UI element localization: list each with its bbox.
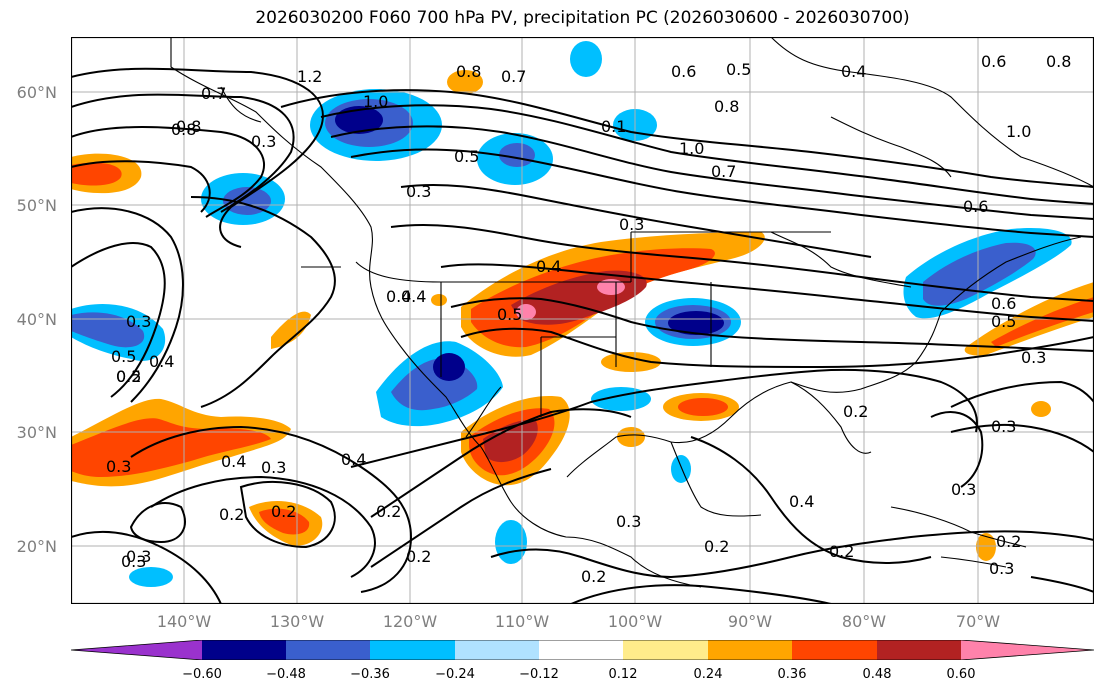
- contour-label: 0.6: [671, 62, 696, 81]
- contour-label: 0.2: [996, 532, 1021, 551]
- contour-label: 0.2: [376, 502, 401, 521]
- map-panel: 1.2 1.0 0.8 0.7 0.5 0.4 0.3 0.6 0.2 0.1 …: [71, 37, 1094, 604]
- contour-label: 0.4: [401, 287, 426, 306]
- lon-label-110w: 110°W: [494, 612, 550, 631]
- contour-label: 0.2: [581, 567, 606, 586]
- contour-label: 0.2: [704, 537, 729, 556]
- contour-label: 0.3: [251, 132, 276, 151]
- contour-label: 0.7: [501, 67, 526, 86]
- contour-label: 0.4: [789, 492, 814, 511]
- contour-labels: 1.2 1.0 0.8 0.7 0.5 0.4 0.3 0.6 0.2 0.1 …: [106, 52, 1071, 586]
- map-canvas: 1.2 1.0 0.8 0.7 0.5 0.4 0.3 0.6 0.2 0.1 …: [71, 37, 1094, 604]
- contour-label: 0.2: [116, 367, 141, 386]
- contour-label: 0.2: [271, 502, 296, 521]
- lon-label-140w: 140°W: [156, 612, 212, 631]
- colorbar-tick: 0.36: [777, 667, 807, 682]
- contour-label: 0.8: [171, 120, 196, 139]
- map-title: 2026030200 F060 700 hPa PV, precipitatio…: [255, 8, 910, 28]
- contour-label: 0.4: [341, 450, 366, 469]
- contour-label: 0.3: [106, 457, 131, 476]
- colorbar-tick: −0.48: [266, 667, 306, 682]
- contour-label: 0.3: [619, 215, 644, 234]
- contour-label: 0.3: [121, 552, 146, 571]
- colorbar-tick: −0.12: [519, 667, 559, 682]
- contour-label: 0.5: [991, 312, 1016, 331]
- lat-label-60n: 60°N: [16, 83, 57, 102]
- lat-label-50n: 50°N: [16, 196, 57, 215]
- contour-label: 0.5: [497, 305, 522, 324]
- colorbar-tick: 0.48: [862, 667, 892, 682]
- contour-label: 0.8: [1046, 52, 1071, 71]
- colorbar-tick: −0.60: [182, 667, 222, 682]
- contour-label: 1.0: [679, 139, 704, 158]
- contour-label: 0.5: [111, 347, 136, 366]
- lon-label-100w: 100°W: [607, 612, 663, 631]
- contour-label: 0.3: [1021, 348, 1046, 367]
- colorbar-swatch: [370, 640, 455, 660]
- colorbar-swatch: [539, 640, 623, 660]
- contour-label: 0.7: [201, 84, 226, 103]
- contour-label: 0.8: [714, 97, 739, 116]
- pv-contours: [71, 67, 1094, 604]
- contour-label: 0.3: [126, 312, 151, 331]
- contour-label: 1.2: [297, 67, 322, 86]
- colorbar-swatch: [455, 640, 539, 660]
- contour-label: 0.4: [386, 287, 411, 306]
- contour-label: 0.3: [126, 547, 151, 566]
- lat-label-20n: 20°N: [16, 537, 57, 556]
- contour-label: 0.3: [406, 182, 431, 201]
- colorbar-swatch: [877, 640, 961, 660]
- colorbar-tick: −0.36: [350, 667, 390, 682]
- contour-label: 0.2: [843, 402, 868, 421]
- colorbar-swatch: [792, 640, 877, 660]
- colorbar-tick: 0.24: [693, 667, 723, 682]
- lon-label-120w: 120°W: [382, 612, 438, 631]
- contour-label: 0.6: [991, 294, 1016, 313]
- colorbar-swatch: [623, 640, 708, 660]
- lat-label-40n: 40°N: [16, 310, 57, 329]
- contour-label: 0.2: [829, 542, 854, 561]
- colorbar-tick: 0.60: [946, 667, 976, 682]
- colorbar-tick: 0.12: [608, 667, 638, 682]
- contour-label: 0.5: [116, 367, 141, 386]
- contour-label: 0.5: [726, 60, 751, 79]
- contour-label: 0.4: [536, 257, 561, 276]
- contour-label: 0.7: [711, 162, 736, 181]
- contour-label: 0.3: [989, 559, 1014, 578]
- lon-label-80w: 80°W: [841, 612, 887, 631]
- contour-label: 0.3: [991, 417, 1016, 436]
- contour-label: 1.0: [363, 92, 388, 111]
- colorbar-swatch: [202, 640, 286, 660]
- contour-label: 0.8: [456, 62, 481, 81]
- lon-label-70w: 70°W: [955, 612, 1001, 631]
- colorbar-swatch: [961, 640, 1094, 660]
- colorbar-tick: −0.24: [435, 667, 475, 682]
- colorbar-swatch: [286, 640, 370, 660]
- contour-label: 0.3: [951, 480, 976, 499]
- lon-label-90w: 90°W: [727, 612, 773, 631]
- graticule: [71, 37, 1094, 604]
- contour-label: 0.4: [841, 62, 866, 81]
- lon-label-130w: 130°W: [269, 612, 325, 631]
- contour-label: 0.2: [219, 505, 244, 524]
- colorbar: [71, 640, 1094, 660]
- contour-label: 0.1: [601, 117, 626, 136]
- contour-label: 0.4: [149, 352, 174, 371]
- contour-label: 0.3: [261, 458, 286, 477]
- contour-label: 0.6: [963, 197, 988, 216]
- contour-label: 0.2: [406, 547, 431, 566]
- contour-label: 1.0: [1006, 122, 1031, 141]
- colorbar-swatch: [71, 640, 202, 660]
- lat-label-30n: 30°N: [16, 423, 57, 442]
- contour-label: 0.5: [454, 147, 479, 166]
- contour-label: 0.3: [616, 512, 641, 531]
- contour-label: 0.4: [221, 452, 246, 471]
- contour-label: 0.6: [981, 52, 1006, 71]
- colorbar-swatch: [708, 640, 792, 660]
- contour-label: 0.8: [176, 117, 201, 136]
